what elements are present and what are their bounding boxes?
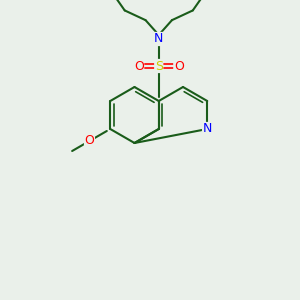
Text: O: O <box>85 134 94 148</box>
Text: O: O <box>174 59 184 73</box>
Text: S: S <box>155 59 163 73</box>
Text: O: O <box>134 59 144 73</box>
Text: N: N <box>154 32 164 46</box>
Text: N: N <box>202 122 212 136</box>
